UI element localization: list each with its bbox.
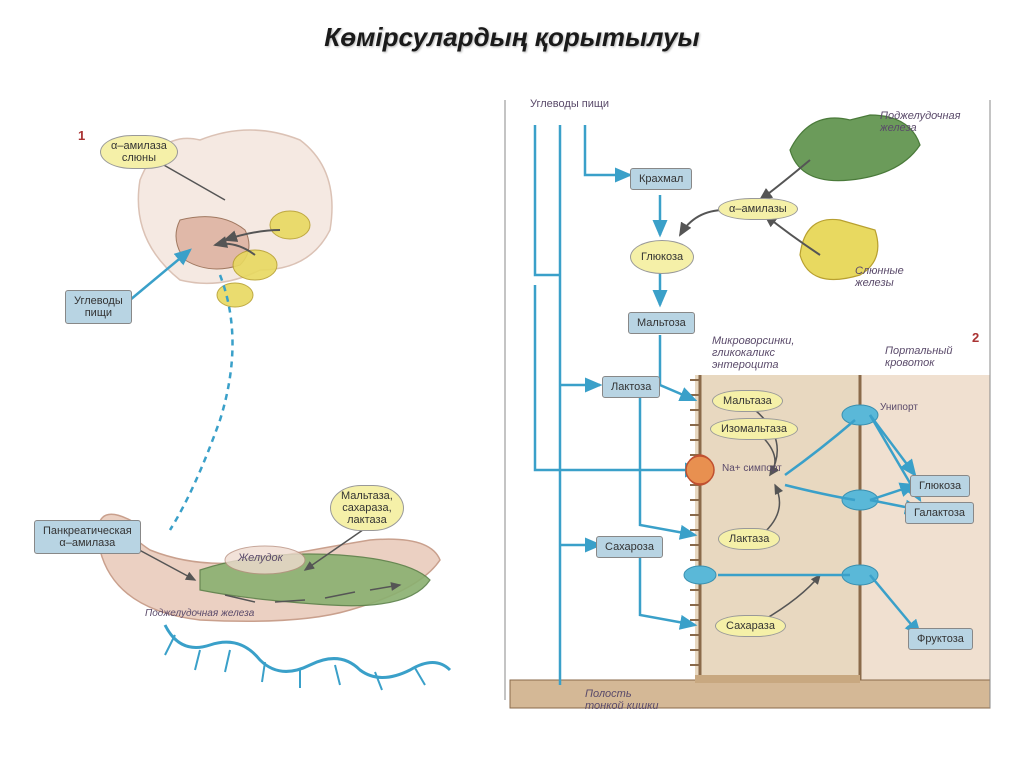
pill-lactase: Лактаза — [718, 528, 780, 550]
diagram-svg — [0, 80, 1024, 767]
pill-amylase-saliva: α–амилаза слюны — [100, 135, 178, 169]
box-lactose: Лактоза — [602, 376, 660, 398]
label-uniport: Унипорт — [880, 402, 918, 413]
pill-maltase: Мальтаза — [712, 390, 783, 412]
label-microvilli: Микроворсинки, гликокаликс энтероцита — [712, 335, 794, 371]
pill-isomaltase: Изомальтаза — [710, 418, 798, 440]
box-carbs-food-left: Углеводы пищи — [65, 290, 132, 324]
page-title: Көмірсулардың қорытылуы — [0, 22, 1024, 53]
pill-sucrase: Сахараза — [715, 615, 786, 637]
pill-glucose: Глюкоза — [630, 240, 694, 274]
panel-number-2: 2 — [972, 330, 979, 345]
box-starch: Крахмал — [630, 168, 692, 190]
label-carbs-food-right: Углеводы пищи — [530, 98, 609, 110]
label-lumen: Полость тонкой кишки — [585, 688, 658, 712]
box-sucrose: Сахароза — [596, 536, 663, 558]
box-galactose: Галактоза — [905, 502, 974, 524]
label-pancreas-left: Поджелудочная железа — [145, 608, 254, 619]
box-fructose: Фруктоза — [908, 628, 973, 650]
box-pancreatic-amylase: Панкреатическая α–амилаза — [34, 520, 141, 554]
label-pancreas-gland: Поджелудочная железа — [880, 110, 961, 134]
label-stomach: Желудок — [238, 552, 283, 564]
box-glucose-out: Глюкоза — [910, 475, 970, 497]
diagram-stage: 1 2 α–амилаза слюны Углеводы пищи Панкре… — [0, 80, 1024, 767]
box-maltose: Мальтоза — [628, 312, 695, 334]
pill-enzymes: Мальтаза, сахараза, лактаза — [330, 485, 404, 531]
panel-number-1: 1 — [78, 128, 85, 143]
label-portal: Портальный кровоток — [885, 345, 953, 369]
pill-amylases: α–амилазы — [718, 198, 798, 220]
label-na-symport: Na+ симпорт — [722, 463, 782, 474]
label-salivary-glands: Слюнные железы — [855, 265, 904, 289]
